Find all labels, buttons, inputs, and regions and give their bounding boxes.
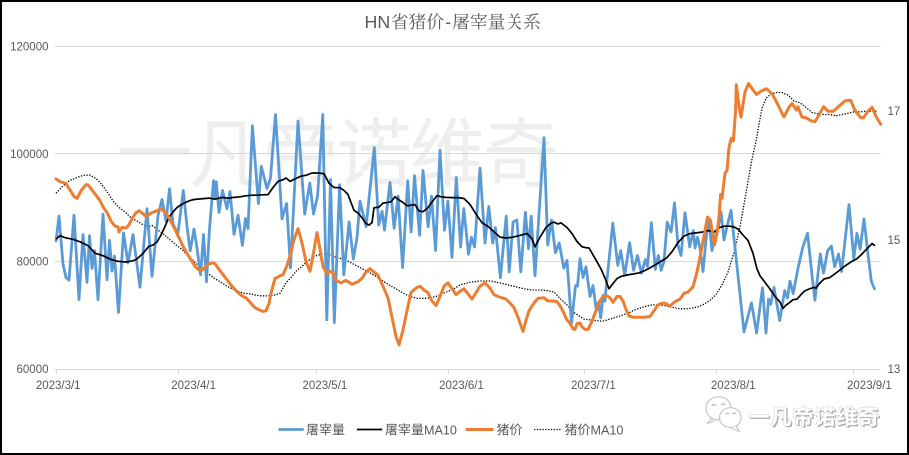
svg-text:MA10: MA10 [424, 423, 457, 437]
svg-text:15: 15 [888, 235, 901, 247]
svg-text:2023/3/1: 2023/3/1 [36, 380, 81, 392]
svg-text:2023/6/1: 2023/6/1 [439, 380, 484, 392]
svg-text:2023/5/1: 2023/5/1 [303, 380, 348, 392]
svg-text:2023/4/1: 2023/4/1 [171, 380, 216, 392]
svg-text:-: - [445, 12, 451, 32]
svg-text:HN: HN [365, 12, 391, 32]
svg-text:2023/9/1: 2023/9/1 [847, 380, 892, 392]
svg-text:2023/7/1: 2023/7/1 [571, 380, 616, 392]
svg-text:13: 13 [888, 364, 901, 376]
svg-text:100000: 100000 [10, 149, 48, 161]
svg-text:80000: 80000 [17, 257, 49, 269]
svg-text:120000: 120000 [10, 41, 48, 53]
svg-text:60000: 60000 [17, 364, 49, 376]
svg-text:MA10: MA10 [591, 423, 624, 437]
svg-text:2023/8/1: 2023/8/1 [711, 380, 756, 392]
svg-text:17: 17 [888, 106, 901, 118]
